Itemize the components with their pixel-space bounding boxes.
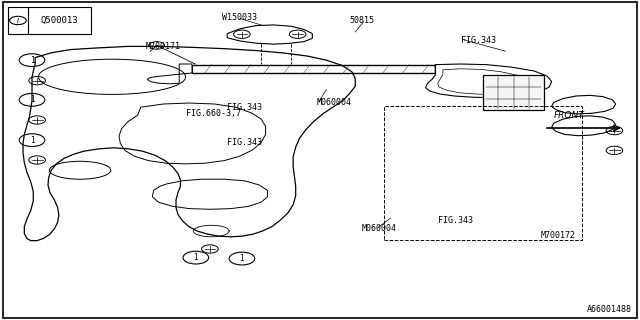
Text: 1: 1 bbox=[239, 254, 244, 263]
Text: 1: 1 bbox=[29, 56, 35, 65]
Text: FIG.343: FIG.343 bbox=[227, 138, 262, 147]
Text: 50815: 50815 bbox=[349, 16, 374, 25]
Text: M700172: M700172 bbox=[541, 231, 576, 240]
Text: FRONT: FRONT bbox=[554, 111, 584, 120]
Text: i: i bbox=[17, 16, 19, 25]
Text: 1: 1 bbox=[29, 136, 35, 145]
Bar bbox=[8, 7, 91, 34]
Text: W150033: W150033 bbox=[223, 13, 257, 22]
Text: M060004: M060004 bbox=[362, 224, 397, 233]
Bar bbox=[384, 106, 582, 240]
Text: 1: 1 bbox=[29, 95, 35, 104]
Text: FIG.343: FIG.343 bbox=[461, 36, 496, 44]
Text: Q500013: Q500013 bbox=[41, 16, 78, 25]
Text: M700171: M700171 bbox=[146, 42, 180, 51]
Text: FIG.660-3,7: FIG.660-3,7 bbox=[186, 109, 241, 118]
Text: A66001488: A66001488 bbox=[588, 305, 632, 314]
Text: FIG.343: FIG.343 bbox=[227, 103, 262, 112]
Bar bbox=[483, 75, 544, 110]
Text: 1: 1 bbox=[193, 253, 198, 262]
Text: M060004: M060004 bbox=[317, 98, 352, 107]
Text: FIG.343: FIG.343 bbox=[438, 216, 474, 225]
